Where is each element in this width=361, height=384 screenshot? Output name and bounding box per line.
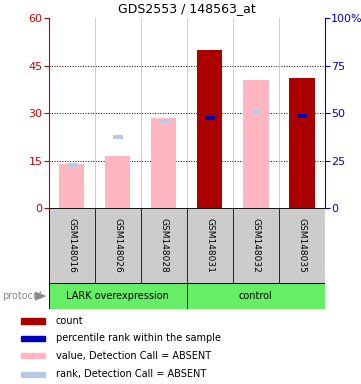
Bar (205, 116, 215, 120)
Text: control: control (239, 291, 273, 301)
Bar (105, 156, 130, 208)
Bar (289, 78, 314, 208)
Text: GSM148032: GSM148032 (251, 218, 260, 273)
Bar (159, 119, 169, 123)
Bar (49, 208, 95, 283)
Bar (141, 208, 187, 283)
Text: value, Detection Call = ABSENT: value, Detection Call = ABSENT (56, 351, 211, 361)
Text: GSM148016: GSM148016 (67, 218, 76, 273)
Bar (297, 114, 307, 118)
Title: GDS2553 / 148563_at: GDS2553 / 148563_at (118, 2, 256, 15)
Bar (113, 135, 123, 139)
Bar (243, 80, 269, 208)
Bar (21, 353, 45, 358)
Bar (21, 372, 45, 377)
Bar (279, 208, 325, 283)
Bar (59, 164, 84, 208)
Bar (197, 50, 222, 208)
Polygon shape (35, 291, 47, 301)
Bar (187, 208, 233, 283)
Text: percentile rank within the sample: percentile rank within the sample (56, 333, 221, 343)
Text: count: count (56, 316, 83, 326)
Bar (151, 118, 177, 208)
Bar (251, 109, 261, 113)
Bar (233, 208, 279, 283)
Text: LARK overexpression: LARK overexpression (66, 291, 169, 301)
Bar (49, 283, 187, 309)
Text: GSM148035: GSM148035 (297, 218, 306, 273)
Text: GSM148031: GSM148031 (205, 218, 214, 273)
Text: rank, Detection Call = ABSENT: rank, Detection Call = ABSENT (56, 369, 206, 379)
Text: protocol: protocol (2, 291, 42, 301)
Bar (21, 336, 45, 341)
Bar (95, 208, 141, 283)
Bar (21, 318, 45, 324)
Bar (67, 164, 77, 167)
Text: GSM148028: GSM148028 (159, 218, 168, 273)
Text: GSM148026: GSM148026 (113, 218, 122, 273)
Bar (187, 283, 325, 309)
